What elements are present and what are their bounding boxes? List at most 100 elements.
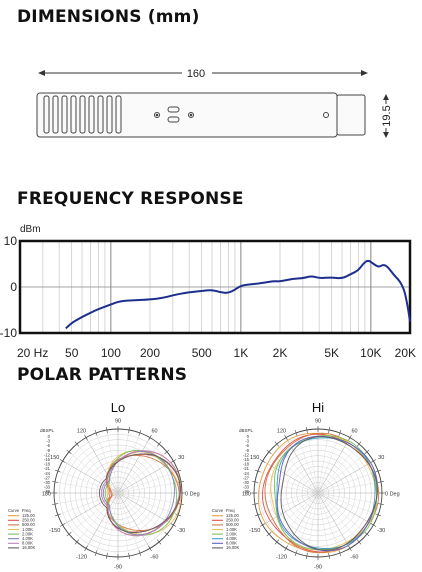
dimensions-heading: DIMENSIONS (mm) (17, 7, 200, 27)
polar-tick (156, 441, 162, 447)
scale-tick: -36 (44, 489, 51, 494)
x-tick-label: 50 (65, 346, 79, 360)
scale-tick: 0 (247, 434, 250, 439)
polar-angle-label: 30 (378, 455, 384, 461)
polar-angle-label: -150 (49, 528, 60, 534)
polar-spoke (317, 460, 374, 494)
scale-tick: -3 (245, 439, 249, 444)
scale-tick: -3 (46, 439, 50, 444)
polar-tick (338, 429, 342, 436)
polar-angle-label: 30 (178, 455, 184, 461)
polar-tick (348, 434, 352, 441)
scale-tick: -33 (243, 485, 250, 490)
polar-angle-label: 150 (50, 455, 59, 461)
polar-spoke (317, 492, 382, 505)
polar-spoke (317, 481, 382, 494)
polar-tick (84, 434, 88, 441)
polar-angle-label: 0 Deg (385, 492, 400, 498)
polar-tick (364, 531, 370, 537)
polar-spoke (85, 437, 119, 494)
polar-spoke (117, 492, 130, 557)
polar-angle-label: -60 (351, 555, 359, 561)
polar-spoke (76, 492, 119, 543)
polar-tick (128, 426, 130, 433)
scale-tick: -12 (44, 452, 51, 457)
polar-spoke (317, 443, 360, 494)
polar-tick (294, 550, 298, 557)
legend-freq: 4.00K (226, 536, 237, 541)
polar-tick (138, 550, 142, 557)
polar-spoke (317, 492, 341, 554)
polar-tick (328, 553, 330, 560)
frequency-response-chart: dBm 100-10 20 Hz 50 100 200 500 1K 2K 5K 10K 20K (0, 224, 416, 360)
polar-tick (170, 459, 177, 463)
polar-angle-label: 0 Deg (185, 492, 200, 498)
polar-spoke (317, 492, 360, 543)
polar-tick (94, 429, 98, 436)
polar-spoke (117, 429, 130, 494)
frequency-response-heading: FREQUENCY RESPONSE (17, 189, 244, 209)
polar-spoke (276, 443, 319, 494)
polar-angle-label: -30 (377, 528, 385, 534)
legend-freq: 8.00K (226, 541, 237, 546)
scale-tick: -21 (44, 466, 51, 471)
scale-tick: -18 (243, 462, 250, 467)
polar-tick (51, 503, 58, 505)
scale-header: dBSPL (239, 428, 254, 433)
legend-freq: 500.00 (22, 522, 35, 527)
diameter-dimension (383, 94, 389, 138)
polar-tick (306, 426, 308, 433)
legend-header-curve: Curve (212, 508, 224, 513)
polar-angle-label: -150 (249, 528, 260, 534)
legend-header-freq: Freq (22, 508, 31, 513)
legend-header-freq: Freq (226, 508, 235, 513)
polar-angle-label: 120 (277, 428, 286, 434)
polar-angle-label: -90 (114, 565, 122, 571)
polar-spoke (317, 492, 330, 557)
polar-tick (294, 429, 298, 436)
polar-curve (100, 450, 181, 537)
polar-angle-label: -90 (314, 565, 322, 571)
polar-tick (338, 550, 342, 557)
polar-spoke (117, 470, 179, 494)
polar-tick (356, 441, 362, 447)
polar-tick (251, 503, 258, 505)
polar-tick (370, 459, 377, 463)
legend-freq: 500.00 (226, 522, 239, 527)
y-tick-label: 0 (10, 280, 17, 294)
polar-tick (148, 545, 152, 552)
polar-spoke (117, 492, 141, 554)
polar-tick (178, 503, 185, 505)
polar-curve (280, 436, 378, 551)
polar-angle-label: 60 (151, 428, 157, 434)
polar-tick (74, 441, 80, 447)
polar-angle-label: -30 (177, 528, 185, 534)
polar-tick (274, 539, 280, 545)
polar-tick (59, 459, 66, 463)
scale-tick: -27 (243, 475, 250, 480)
polar-tick (106, 426, 108, 433)
polar-tick (164, 449, 170, 455)
scale-tick: -15 (243, 457, 250, 462)
polar-tick (266, 449, 272, 455)
polar-angle-label: 180 (42, 492, 51, 498)
polar-angle-label: 90 (315, 419, 321, 425)
polar-tick (254, 469, 261, 473)
y-tick-label: -10 (0, 326, 17, 340)
polar-tick (356, 539, 362, 545)
polar-spoke (262, 492, 319, 526)
polar-spoke (117, 460, 174, 494)
polar-spoke (317, 470, 379, 494)
scale-tick: -33 (44, 485, 51, 490)
microphone-body (36, 92, 366, 138)
polar-tick (156, 539, 162, 545)
polar-angle-label: 120 (77, 428, 86, 434)
scale-header: dBSPL (40, 428, 55, 433)
scale-tick: -18 (44, 462, 51, 467)
frequency-response-curve (65, 259, 411, 330)
y-unit-label: dBm (20, 224, 41, 235)
x-tick-label: 20K (395, 346, 416, 360)
